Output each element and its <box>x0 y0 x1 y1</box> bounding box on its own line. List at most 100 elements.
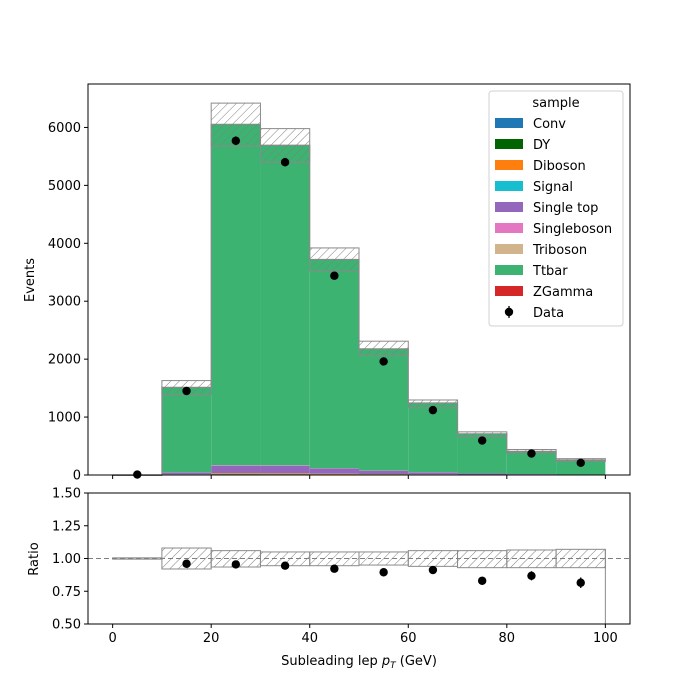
legend-label: ZGamma <box>533 285 593 300</box>
stack-bar-ttbar-bin-5 <box>359 348 409 471</box>
ratio-ytick-label: 1.50 <box>52 487 81 502</box>
data-point-6 <box>428 405 438 415</box>
stack-bar-single-top-bin-2 <box>211 465 261 474</box>
legend: sample Conv DY Diboson Signal Single top Sing… <box>488 90 624 327</box>
x-axis-label-subscript: T <box>390 661 397 671</box>
ratio-y-axis-label: Ratio <box>27 542 42 575</box>
main-ytick-label: 5000 <box>48 179 81 194</box>
x-axis-label: Subleading lep pT (GeV) <box>281 654 437 671</box>
main-ytick-label: 1000 <box>48 411 81 426</box>
main-ytick-label: 3000 <box>48 295 81 310</box>
ratio-point-3 <box>280 561 290 570</box>
legend-swatch-triboson <box>495 244 523 254</box>
stack-bar-single-top-bin-1 <box>161 472 212 475</box>
uncertainty-bin-3 <box>259 128 311 163</box>
stack-bar-single-top-bin-6 <box>408 472 458 475</box>
uncertainty-bin-7 <box>457 431 508 437</box>
legend-swatch-dy <box>495 139 523 149</box>
xtick-label: 40 <box>301 631 318 646</box>
ratio-point-8 <box>527 571 536 580</box>
ratio-panel: 0.500.751.001.251.50 0 20 40 60 80 100 Ratio … <box>27 487 631 671</box>
main-ytick-label: 0 <box>73 469 81 484</box>
legend-swatch-zgamma <box>495 286 523 296</box>
stack-bar-ttbar-bin-8 <box>506 451 557 475</box>
ratio-band-bin-4 <box>309 551 360 567</box>
uncertainty-bin-4 <box>309 247 360 272</box>
stack-bar-single-top-bin-4 <box>309 468 359 474</box>
main-x-axis-ticks <box>112 475 606 479</box>
main-ytick-label: 4000 <box>48 237 81 252</box>
data-point-2 <box>231 136 241 145</box>
ratio-ytick-label: 1.25 <box>52 519 81 534</box>
data-point-9 <box>576 458 585 468</box>
stack-bar-single-top-bin-7 <box>457 473 507 475</box>
main-ytick-label: 6000 <box>48 121 81 136</box>
legend-label: Signal <box>533 180 573 195</box>
ratio-point-9 <box>576 578 585 587</box>
stack-bar-single-top-bin-5 <box>359 470 409 475</box>
total-mc-outline <box>112 123 606 476</box>
x-axis-label-symbol: p <box>381 654 390 669</box>
legend-swatch-single-top <box>495 202 523 212</box>
legend-swatch-ttbar <box>495 265 523 275</box>
legend-label: Ttbar <box>532 264 568 279</box>
stack-bar-ttbar-bin-1 <box>161 387 212 473</box>
xtick-label: 80 <box>499 631 516 646</box>
xtick-label: 100 <box>593 631 618 646</box>
ratio-y-axis-ticks: 0.50 0.75 1.00 1.25 1.50 <box>52 487 88 633</box>
main-frame <box>87 83 631 476</box>
data-point-5 <box>379 357 388 366</box>
legend-swatch-singleboson <box>495 223 523 233</box>
data-point-1 <box>182 386 191 396</box>
x-axis-label-text: Subleading lep <box>281 654 382 669</box>
main-y-axis-ticks: 0 1000 2000 3000 4000 5000 6000 <box>48 121 88 484</box>
legend-entries: Conv DY Diboson Signal Single top Singleboson… <box>495 117 612 321</box>
ratio-band-bin-7 <box>457 550 508 569</box>
legend-label: Singleboson <box>533 222 612 237</box>
data-point-8 <box>527 449 536 458</box>
main-ytick-label: 2000 <box>48 353 81 368</box>
ratio-point-5 <box>379 568 388 577</box>
data-point-3 <box>280 158 290 167</box>
stack-bar-ttbar-bin-4 <box>309 259 359 469</box>
xtick-label: 20 <box>203 631 220 646</box>
legend-swatch-signal <box>495 181 523 191</box>
ratio-x-axis-ticks: 0 20 40 60 80 100 <box>108 624 618 646</box>
data-point-7 <box>477 436 487 445</box>
legend-data-marker <box>504 307 514 317</box>
uncertainty-bin-5 <box>358 340 409 357</box>
ratio-point-6 <box>428 565 438 575</box>
ratio-data-points <box>182 559 585 588</box>
legend-label: DY <box>533 138 550 153</box>
legend-label: Data <box>533 306 564 321</box>
ratio-ytick-label: 0.50 <box>52 618 81 633</box>
legend-label: Triboson <box>532 243 587 258</box>
stack-bar-single-top-bin-8 <box>506 474 557 475</box>
legend-title: sample <box>532 96 579 111</box>
stack-bar-diboson-bin-3 <box>260 473 310 475</box>
legend-swatch-conv <box>495 118 523 128</box>
ratio-ytick-label: 0.75 <box>52 585 81 600</box>
ratio-point-2 <box>231 560 241 569</box>
stack-bar-ttbar-bin-9 <box>556 459 606 475</box>
ratio-point-1 <box>182 559 191 568</box>
main-y-axis-label: Events <box>23 258 38 302</box>
ratio-ytick-label: 1.00 <box>52 552 81 567</box>
stack-bar-ttbar-bin-2 <box>211 124 261 466</box>
xtick-label: 60 <box>400 631 417 646</box>
ratio-point-7 <box>477 576 487 585</box>
stack-bar-diboson-bin-2 <box>211 473 261 475</box>
stacked-histogram <box>112 123 606 476</box>
legend-label: Diboson <box>533 159 586 174</box>
x-axis-label-unit: (GeV) <box>396 654 437 669</box>
stack-bar-single-top-bin-3 <box>260 465 310 474</box>
legend-swatch-diboson <box>495 160 523 170</box>
ratio-point-4 <box>330 564 339 573</box>
stack-bar-ttbar-bin-3 <box>260 145 310 466</box>
legend-label: Single top <box>533 201 598 216</box>
data-point-4 <box>330 271 339 280</box>
data-points <box>133 136 585 479</box>
legend-label: Conv <box>533 117 566 132</box>
stack-bar-diboson-bin-4 <box>309 473 359 475</box>
